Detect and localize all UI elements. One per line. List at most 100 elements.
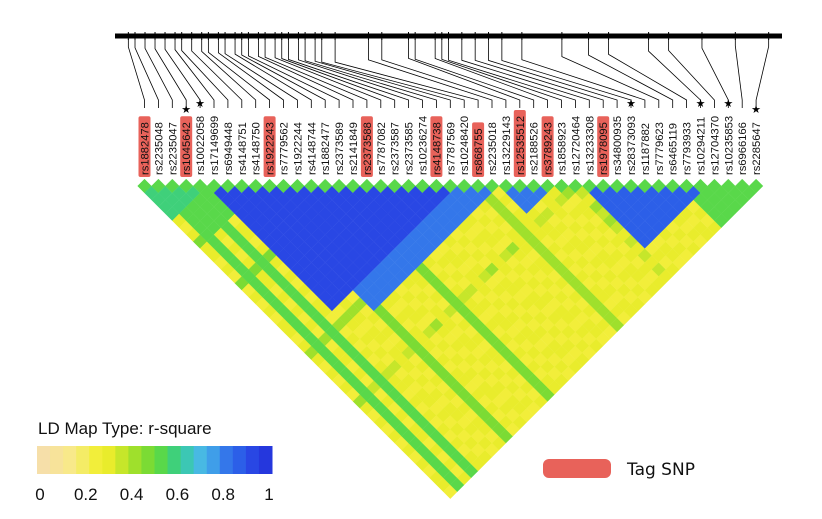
snp-connector-line: [561, 39, 660, 108]
snp-connector-line: [201, 39, 257, 108]
snp-label: rs7779623: [654, 122, 666, 175]
tag-snp-highlight: [430, 116, 443, 177]
snp-label: rs1978095: [598, 122, 610, 175]
legend-color-swatch: [128, 446, 142, 474]
snp-labels: rs1882478 rs2235048 rs2235047 rs1045642★rs1…: [138, 97, 763, 177]
snp-label: rs2285647: [751, 122, 763, 175]
snp-label: rs1922244: [292, 122, 304, 175]
star-marker: ★: [626, 97, 636, 110]
snp-label: rs28373093: [626, 116, 638, 175]
snp-label: rs868755: [473, 128, 485, 175]
tag-snp-highlight: [138, 116, 151, 177]
snp-label: rs2373585: [404, 122, 416, 175]
legend-color-swatch: [141, 446, 155, 474]
legend-color-swatch: [219, 446, 234, 474]
snp-label: rs4148744: [306, 122, 318, 175]
legend-tick-label: 0.6: [166, 485, 190, 504]
snp-label: rs13229143: [501, 116, 513, 175]
snp-connector-line: [434, 39, 548, 108]
legend-color-swatch: [154, 446, 169, 474]
snp-connector-line: [381, 39, 507, 108]
snp-label: rs2235047: [167, 122, 179, 175]
tag-snp-legend: Tag SNP: [543, 459, 695, 480]
tag-snp-highlight: [513, 110, 526, 177]
snp-label: rs6966166: [737, 122, 749, 175]
tag-snp-label: Tag SNP: [626, 460, 695, 480]
legend-tick-labels: 0 0.2 0.4 0.6 0.8 1: [35, 485, 273, 504]
legend-tick-label: 0.8: [211, 485, 235, 504]
snp-label: rs13233308: [584, 116, 596, 175]
snp-label: rs2373588: [362, 122, 374, 175]
snp-connector-line: [488, 39, 618, 108]
legend-tick-label: 1: [264, 485, 273, 504]
snp-connector-line: [668, 39, 715, 108]
legend-tick-label: 0.4: [120, 485, 144, 504]
snp-label: rs17149699: [209, 116, 221, 175]
snp-connector-line: [241, 39, 326, 108]
snp-label: rs10236274: [418, 116, 430, 175]
tag-snp-highlight: [263, 116, 276, 177]
snp-connector-line: [321, 39, 465, 108]
snp-label: rs3789243: [543, 122, 555, 175]
snp-label: rs1922243: [265, 122, 277, 175]
snp-connector-line: [298, 39, 423, 108]
snp-connector-line: [127, 39, 145, 108]
snp-position-connectors: [127, 39, 770, 108]
snp-connector-line: [414, 39, 535, 108]
legend-color-bar: [37, 446, 273, 474]
snp-label: rs2235018: [487, 122, 499, 175]
snp-connector-line: [701, 39, 729, 108]
snp-connector-line: [648, 39, 701, 108]
star-marker: ★: [696, 97, 706, 110]
snp-connector-line: [248, 39, 340, 108]
tag-snp-highlight: [360, 116, 373, 177]
star-marker: ★: [181, 103, 191, 116]
star-marker: ★: [195, 97, 205, 110]
snp-label: rs10294211: [696, 117, 708, 175]
legend-color-swatch: [102, 446, 116, 474]
legend-tick-label: 0: [35, 485, 44, 504]
snp-label: rs1187882: [640, 123, 652, 175]
legend-color-swatch: [258, 446, 273, 474]
snp-connector-line: [164, 39, 201, 108]
snp-connector-line: [441, 39, 562, 108]
snp-label: rs4148750: [251, 122, 263, 175]
snp-connector-line: [314, 39, 451, 108]
snp-connector-line: [258, 39, 354, 108]
legend-color-swatch: [232, 446, 247, 474]
legend-color-swatch: [193, 446, 208, 474]
snp-connector-line: [474, 39, 604, 108]
legend-color-swatch: [50, 446, 64, 474]
tag-snp-swatch: [543, 459, 611, 478]
tag-snp-highlight: [472, 122, 485, 177]
snp-label: rs12704370: [709, 116, 721, 175]
ld-cell: [748, 178, 764, 194]
snp-label: rs7793933: [682, 122, 694, 175]
snp-label: rs2188526: [529, 122, 541, 175]
snp-connector-line: [217, 39, 284, 108]
snp-label: rs6465119: [668, 123, 680, 175]
snp-connector-line: [207, 39, 270, 108]
snp-connector-line: [588, 39, 674, 108]
snp-label: rs1882478: [140, 122, 152, 175]
snp-connector-line: [181, 39, 229, 108]
snp-label: rs7779562: [279, 122, 291, 175]
legend-color-swatch: [89, 446, 103, 474]
snp-connector-line: [608, 39, 687, 108]
snp-connector-line: [274, 39, 382, 108]
snp-label: rs4148751: [237, 122, 249, 175]
snp-label: rs2141849: [348, 122, 360, 175]
snp-label: rs1882477: [320, 122, 332, 175]
snp-connector-line: [191, 39, 243, 108]
star-marker: ★: [723, 97, 733, 110]
snp-label: rs10022058: [195, 116, 207, 175]
snp-connector-line: [408, 39, 521, 108]
legend-tick-label: 0.2: [74, 485, 98, 504]
legend-color-swatch: [63, 446, 77, 474]
snp-label: rs6949448: [223, 122, 235, 175]
tag-snp-highlight: [597, 116, 610, 177]
snp-connector-line: [755, 39, 770, 108]
snp-label: rs7787082: [376, 122, 388, 175]
tag-snp-highlight: [541, 116, 554, 177]
